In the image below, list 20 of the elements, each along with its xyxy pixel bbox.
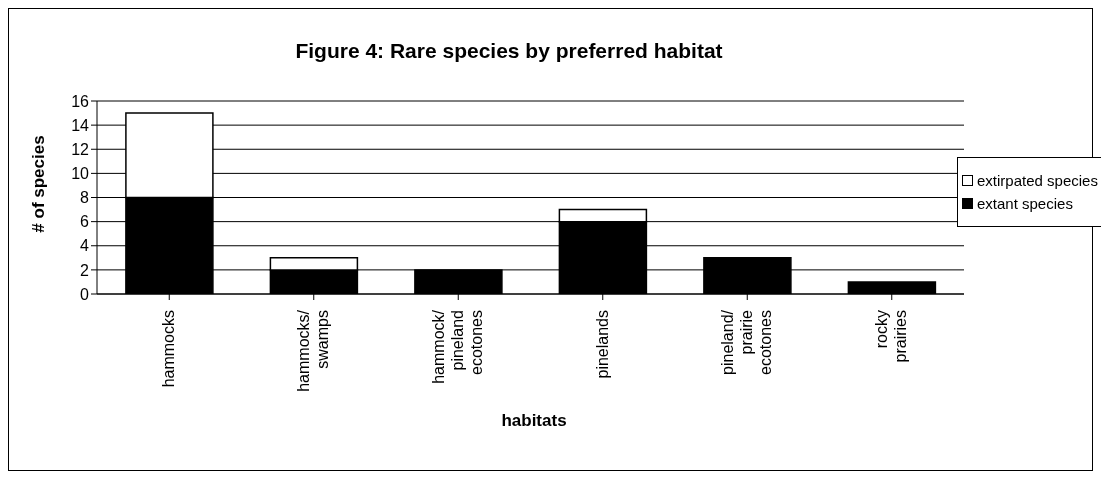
x-tick-label: hammock/ pineland ecotones: [430, 309, 486, 384]
x-tick-label: pinelands: [593, 310, 611, 379]
x-axis-title: habitats: [500, 411, 568, 431]
y-tick-label: 8: [80, 189, 90, 207]
y-axis-title: # of species: [29, 135, 49, 233]
x-tick-label: hammocks: [160, 310, 178, 388]
y-tick-label: 12: [71, 140, 90, 158]
x-tick-label: rocky prairies: [873, 310, 910, 363]
x-tick-label: pineland/ prairie ecotones: [719, 309, 775, 375]
y-tick-label: 14: [71, 116, 90, 134]
chart-title: Figure 4: Rare species by preferred habitat: [294, 39, 724, 63]
y-tick-label: 6: [80, 213, 90, 231]
y-tick-label: 2: [80, 261, 90, 279]
y-tick-label: 0: [80, 285, 90, 303]
legend-label: extant species: [977, 195, 1073, 212]
y-tick-label: 16: [71, 92, 90, 110]
y-tick-label: 4: [80, 237, 90, 255]
y-tick-label: 10: [71, 165, 90, 183]
legend-label: extirpated species: [977, 172, 1098, 189]
x-tick-label: hammocks/ swamps: [295, 309, 332, 392]
